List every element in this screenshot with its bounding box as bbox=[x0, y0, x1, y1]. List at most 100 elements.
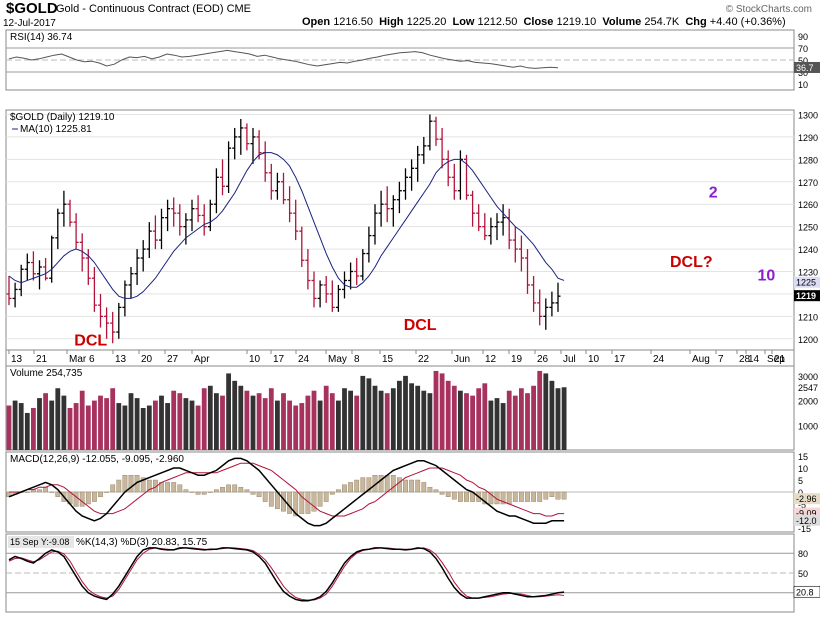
price-bar bbox=[30, 251, 36, 281]
macd-tick-label: -5 bbox=[798, 500, 806, 510]
macd-histogram-bar bbox=[177, 484, 183, 493]
macd-histogram-bar bbox=[458, 491, 463, 502]
macd-histogram-bar bbox=[439, 491, 445, 495]
price-bar bbox=[500, 204, 506, 236]
high-value: 1225.20 bbox=[406, 16, 447, 28]
stochastic-panel: 80502020.815 Sep Y:-9.08%K(14,3) %D(3) 2… bbox=[6, 536, 820, 602]
volume-bar bbox=[104, 398, 109, 450]
macd-histogram-bar bbox=[232, 484, 238, 493]
stoch-label: %K(14,3) %D(3) 20.83, 15.75 bbox=[76, 537, 208, 548]
price-bar bbox=[299, 226, 305, 268]
volume-bar bbox=[555, 388, 561, 450]
price-bar bbox=[128, 267, 134, 299]
price-panel: 1300129012801270126012501240123012201210… bbox=[6, 110, 820, 350]
macd-tick-label: 5 bbox=[798, 476, 803, 486]
stoch-tick-label: 80 bbox=[798, 549, 808, 559]
price-bar bbox=[451, 163, 457, 200]
stoch-value-tag bbox=[793, 585, 820, 598]
macd-histogram-bar bbox=[213, 489, 219, 493]
annotation-label: DCL bbox=[404, 317, 437, 334]
volume-bar bbox=[299, 403, 305, 450]
macd-histogram-bar bbox=[201, 491, 207, 495]
price-tick-label: 1290 bbox=[798, 133, 818, 143]
volume-bar bbox=[226, 373, 231, 450]
price-bar bbox=[55, 208, 61, 250]
x-tick-label: 22 bbox=[418, 354, 430, 365]
x-axis: 13 21 Mar 6 13 20 27 Apr 10 17 24 May 8 15 22 Jun 12 19 2… bbox=[8, 350, 786, 365]
volume-bar bbox=[110, 388, 116, 450]
price-tick-label: 1300 bbox=[798, 110, 818, 120]
price-bar bbox=[91, 267, 97, 312]
price-bar bbox=[512, 226, 518, 263]
volume-bar bbox=[439, 373, 445, 450]
volume-bar bbox=[256, 393, 262, 450]
price-bar bbox=[195, 195, 201, 223]
volume-bar bbox=[79, 390, 85, 450]
symbol: $GOLD bbox=[6, 0, 58, 17]
x-tick-label: 10 bbox=[249, 354, 261, 365]
volume-bar bbox=[488, 400, 494, 450]
volume-bar bbox=[561, 387, 567, 450]
x-tick-label: 26 bbox=[537, 354, 549, 365]
x-tick-label: 21 bbox=[36, 354, 48, 365]
macd-histogram-bar bbox=[397, 477, 402, 493]
annotation-label: DCL? bbox=[670, 254, 713, 271]
macd-histogram-bar bbox=[98, 491, 103, 498]
price-bar bbox=[104, 307, 110, 339]
x-tick-label: 8 bbox=[354, 354, 360, 365]
price-bar bbox=[305, 249, 311, 290]
volume-bar bbox=[238, 385, 244, 450]
price-bar bbox=[555, 282, 561, 312]
price-bar bbox=[482, 213, 488, 241]
macd-histogram-bar bbox=[195, 491, 201, 495]
macd-histogram-bar bbox=[85, 491, 91, 505]
annotation-label: 2 bbox=[709, 184, 718, 201]
volume-bar bbox=[342, 388, 347, 450]
volume-bar bbox=[464, 393, 469, 450]
x-tick-label: Jul bbox=[563, 354, 576, 365]
volume-bar bbox=[415, 385, 421, 450]
macd-value-label: -9.09 bbox=[796, 509, 817, 519]
macd-histogram-bar bbox=[549, 491, 555, 498]
volume-bar bbox=[451, 385, 457, 450]
volume-bar bbox=[31, 408, 36, 450]
close-label: Close bbox=[523, 16, 554, 28]
price-bar bbox=[427, 114, 433, 151]
price-bar bbox=[329, 280, 335, 312]
price-bar bbox=[18, 264, 24, 297]
volume-bar bbox=[281, 393, 286, 450]
volume-bar bbox=[275, 400, 280, 450]
macd-histogram-bar bbox=[366, 477, 372, 493]
volume-bar bbox=[403, 375, 408, 450]
volume-bar bbox=[390, 388, 396, 450]
macd-histogram-bar bbox=[128, 475, 134, 493]
macd-histogram-bar bbox=[342, 484, 347, 493]
price-bar bbox=[67, 199, 73, 227]
macd-histogram-bar bbox=[378, 475, 384, 493]
ma-price-label: 1225 bbox=[796, 278, 816, 288]
macd-histogram-bar bbox=[43, 487, 49, 493]
volume-bar bbox=[92, 400, 97, 450]
price-tag-label: 1219 bbox=[796, 291, 816, 301]
macd-histogram-bar bbox=[49, 491, 55, 493]
macd-histogram-bar bbox=[146, 479, 152, 493]
price-bar bbox=[244, 123, 250, 151]
x-tick-label: 17 bbox=[273, 354, 285, 365]
ma-line bbox=[8, 152, 565, 299]
volume-bar bbox=[329, 393, 335, 450]
price-bar bbox=[24, 253, 30, 281]
volume-tick-label: 3000 bbox=[798, 372, 818, 382]
macd-histogram-bar bbox=[525, 491, 530, 502]
ma-label: MA(10) 1225.81 bbox=[20, 124, 92, 135]
macd-hist-label: -2.96 bbox=[796, 494, 817, 504]
price-bar bbox=[445, 150, 451, 187]
macd-tick-label: -15 bbox=[798, 524, 811, 534]
price-bar bbox=[12, 282, 18, 308]
macd-histogram-bar bbox=[317, 491, 323, 507]
volume-tick-label: 1000 bbox=[798, 421, 818, 431]
macd-histogram-bar bbox=[122, 475, 128, 493]
ohlc-readout: Open 1216.50 High 1225.20 Low 1212.50 Cl… bbox=[302, 16, 786, 28]
volume-bar bbox=[458, 390, 463, 450]
price-bar bbox=[537, 289, 543, 326]
